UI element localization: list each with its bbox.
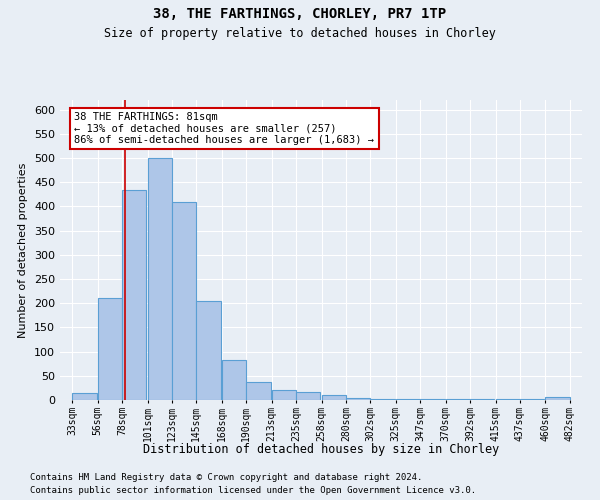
Bar bbox=[396, 399, 420, 400]
Bar bbox=[370, 399, 395, 400]
Bar bbox=[496, 399, 520, 400]
Bar bbox=[420, 399, 445, 400]
Bar bbox=[196, 301, 221, 400]
Bar bbox=[545, 396, 570, 400]
Text: 38 THE FARTHINGS: 81sqm
← 13% of detached houses are smaller (257)
86% of semi-d: 38 THE FARTHINGS: 81sqm ← 13% of detache… bbox=[74, 112, 374, 146]
Bar bbox=[98, 298, 122, 400]
Bar bbox=[148, 158, 172, 400]
Bar bbox=[272, 390, 296, 400]
Text: Size of property relative to detached houses in Chorley: Size of property relative to detached ho… bbox=[104, 28, 496, 40]
Text: 38, THE FARTHINGS, CHORLEY, PR7 1TP: 38, THE FARTHINGS, CHORLEY, PR7 1TP bbox=[154, 8, 446, 22]
Bar bbox=[222, 360, 246, 400]
Text: Contains HM Land Registry data © Crown copyright and database right 2024.: Contains HM Land Registry data © Crown c… bbox=[30, 472, 422, 482]
Bar bbox=[322, 394, 346, 400]
Bar bbox=[172, 202, 196, 400]
Bar bbox=[72, 392, 97, 400]
Bar bbox=[296, 392, 320, 400]
Y-axis label: Number of detached properties: Number of detached properties bbox=[19, 162, 28, 338]
Bar bbox=[246, 382, 271, 400]
Bar bbox=[470, 399, 494, 400]
Text: Distribution of detached houses by size in Chorley: Distribution of detached houses by size … bbox=[143, 442, 499, 456]
Text: Contains public sector information licensed under the Open Government Licence v3: Contains public sector information licen… bbox=[30, 486, 476, 495]
Bar bbox=[520, 399, 544, 400]
Bar bbox=[346, 398, 370, 400]
Bar bbox=[122, 190, 146, 400]
Bar bbox=[446, 399, 470, 400]
